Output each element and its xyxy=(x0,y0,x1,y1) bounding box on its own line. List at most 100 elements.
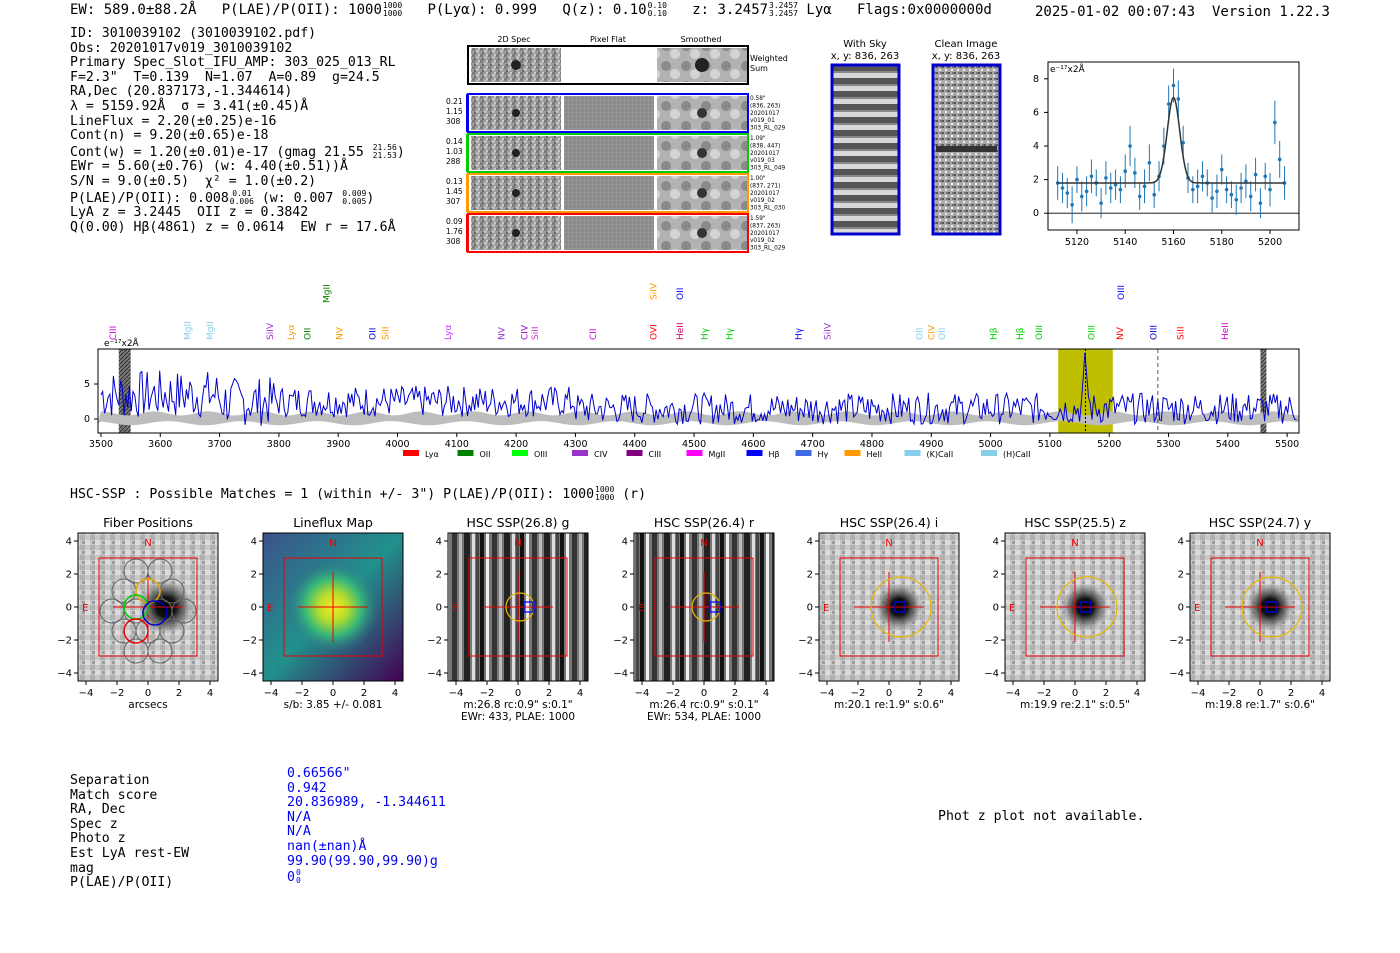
spec-legend-label: Hγ xyxy=(818,450,829,459)
spec-line-marker: NV xyxy=(497,326,507,340)
panel-xtick-label: 2 xyxy=(917,688,923,699)
panel-caption: m:19.8 re:1.7" s:0.6" xyxy=(1205,699,1315,711)
fit-xtick-label: 5160 xyxy=(1161,237,1185,248)
panel-ytick-label: −4 xyxy=(798,669,813,680)
panel-caption: EWr: 433, PLAE: 1000 xyxy=(461,711,575,723)
cutout-right-label: 0.58" xyxy=(750,96,766,102)
hsc-panel-title: HSC SSP(25.5) z xyxy=(1024,515,1126,530)
match-value: nan(±nan)Å xyxy=(287,838,367,854)
cutout-left-label: 308 xyxy=(446,237,461,246)
panel-caption: m:26.8 rc:0.9" s:0.1" xyxy=(463,699,572,711)
panel-ytick-label: 2 xyxy=(993,570,999,581)
contw-end: ) xyxy=(396,144,405,160)
panel-xtick-label: 2 xyxy=(361,688,367,699)
panel-xtick-label: −4 xyxy=(635,688,650,699)
spec-xtick-label: 4400 xyxy=(623,439,647,450)
spec-xtick-label: 4600 xyxy=(741,439,765,450)
match-value: 99.90(99.90,99.90)g xyxy=(287,853,438,869)
panel-xtick-label: −4 xyxy=(449,688,464,699)
spec-line-marker: NV xyxy=(1116,326,1126,340)
east-label: E xyxy=(267,603,273,614)
panel-caption: m:26.4 rc:0.9" s:0.1" xyxy=(649,699,758,711)
header-line: Lyα xyxy=(806,2,832,18)
fit-data-point xyxy=(1079,194,1084,199)
spec-legend-swatch xyxy=(904,450,921,456)
fit-xtick-label: 5200 xyxy=(1258,237,1282,248)
fit-data-point xyxy=(1200,174,1205,179)
contw-lo: 21.53 xyxy=(372,150,397,160)
panel-xtick-label: 4 xyxy=(1134,688,1140,699)
spec-xtick-label: 4200 xyxy=(504,439,528,450)
ellipse-aperture xyxy=(1241,576,1303,638)
fiber-highlight-red xyxy=(123,618,149,644)
cutout-source xyxy=(512,229,520,237)
hsc-title-end: (r) xyxy=(622,487,647,502)
spec-line-marker: Hγ xyxy=(794,327,804,340)
panel-caption: m:19.9 re:2.1" s:0.5" xyxy=(1020,699,1130,711)
header-plae: P(LAE)/P(OII): 1000 xyxy=(221,2,382,18)
match-plae-hi: 0 xyxy=(295,868,301,878)
info-contn: Cont(n) = 9.20(±0.65)e-18 xyxy=(70,128,269,144)
spec-xtick-label: 3700 xyxy=(207,439,231,450)
panel-ytick-label: −4 xyxy=(427,669,442,680)
aperture-box xyxy=(283,557,383,657)
spec-line-marker: OII xyxy=(915,328,925,340)
spec-line-marker: Hβ xyxy=(1016,327,1026,340)
fit-ytick-label: 8 xyxy=(1033,74,1039,85)
match-key: Spec z xyxy=(70,816,118,832)
hsc-panel-title: HSC SSP(26.4) r xyxy=(654,515,755,530)
fit-data-point xyxy=(1152,192,1156,197)
spec-legend-label: Lyα xyxy=(425,450,439,459)
panel-caption: EWr: 534, PLAE: 1000 xyxy=(647,711,761,723)
hsc-panel-title: HSC SSP(24.7) y xyxy=(1209,515,1312,530)
panel-xtick-label: 4 xyxy=(392,688,398,699)
info-ewr: EWr = 5.60(±0.76) (w: 4.40(±0.51))Å xyxy=(70,159,348,175)
spec-xtick-label: 5500 xyxy=(1275,439,1299,450)
panel-ytick-label: 2 xyxy=(251,570,257,581)
clean-image-trace xyxy=(936,146,997,152)
spec-line-marker: OIII xyxy=(1087,325,1097,340)
fit-data-point xyxy=(1244,179,1248,184)
fit-data-point xyxy=(1133,171,1137,175)
plae-end: ) xyxy=(366,190,375,206)
spec-line-marker: SiII xyxy=(382,326,392,340)
col-label-2dspec: 2D Spec xyxy=(497,35,530,44)
spec-legend-swatch xyxy=(981,450,997,456)
panel-ytick-label: −2 xyxy=(242,636,257,647)
spec-xtick-label: 5100 xyxy=(1038,439,1062,450)
north-label: N xyxy=(885,538,892,549)
panel-ytick-label: −2 xyxy=(984,636,999,647)
fit-data-point xyxy=(1176,97,1181,101)
fit-xtick-label: 5120 xyxy=(1065,237,1089,248)
fit-data-point xyxy=(1123,169,1128,173)
cutout-right-label: 303_RL_049 xyxy=(750,166,785,172)
spec-legend-label: HeII xyxy=(867,450,883,459)
plae-w: (w: 0.007 xyxy=(261,190,334,206)
panel-xtick-label: −2 xyxy=(1037,688,1052,699)
plae-text: P(LAE)/P(OII): 0.008 xyxy=(70,190,229,206)
header-timestamp: 2025-01-02 00:07:43 Version 1.22.3 xyxy=(1035,4,1330,20)
spec-legend-swatch xyxy=(403,450,419,456)
spec-line-marker: Hγ xyxy=(726,327,736,340)
info-lambda: λ = 5159.92Å σ = 3.41(±0.45)Å xyxy=(70,98,309,114)
spec-legend-label: OIII xyxy=(534,450,547,459)
plae-frac: 0.01 0.006 xyxy=(230,189,254,206)
panel-xtick-label: −2 xyxy=(295,688,310,699)
cutout-right-label: (838, 447) xyxy=(750,143,780,149)
fit-data-point xyxy=(1104,176,1108,180)
weighted-label: Weighted xyxy=(750,54,788,63)
spec-line-marker: MgII xyxy=(206,321,216,340)
spec-legend-label: OII xyxy=(480,450,491,459)
panel-xtick-label: −2 xyxy=(666,688,681,699)
match-values: 0.66566" 0.942 20.836989, -1.344611 N/A N/A n… xyxy=(287,766,446,886)
match-key: Photo z xyxy=(70,831,126,847)
cutout-left-label: 0.09 xyxy=(446,217,463,226)
header-qz-frac: 0.10 0.10 xyxy=(648,2,667,18)
info-id: ID: 3010039102 (3010039102.pdf) xyxy=(70,26,317,41)
fit-data-point xyxy=(1268,187,1272,192)
cutout-right-label: v019_02 xyxy=(750,198,775,204)
fit-data-point xyxy=(1084,189,1089,194)
panel-xtick-label: −4 xyxy=(1191,688,1206,699)
panel-ytick-label: 0 xyxy=(993,603,999,614)
spec-legend-swatch xyxy=(746,450,763,456)
